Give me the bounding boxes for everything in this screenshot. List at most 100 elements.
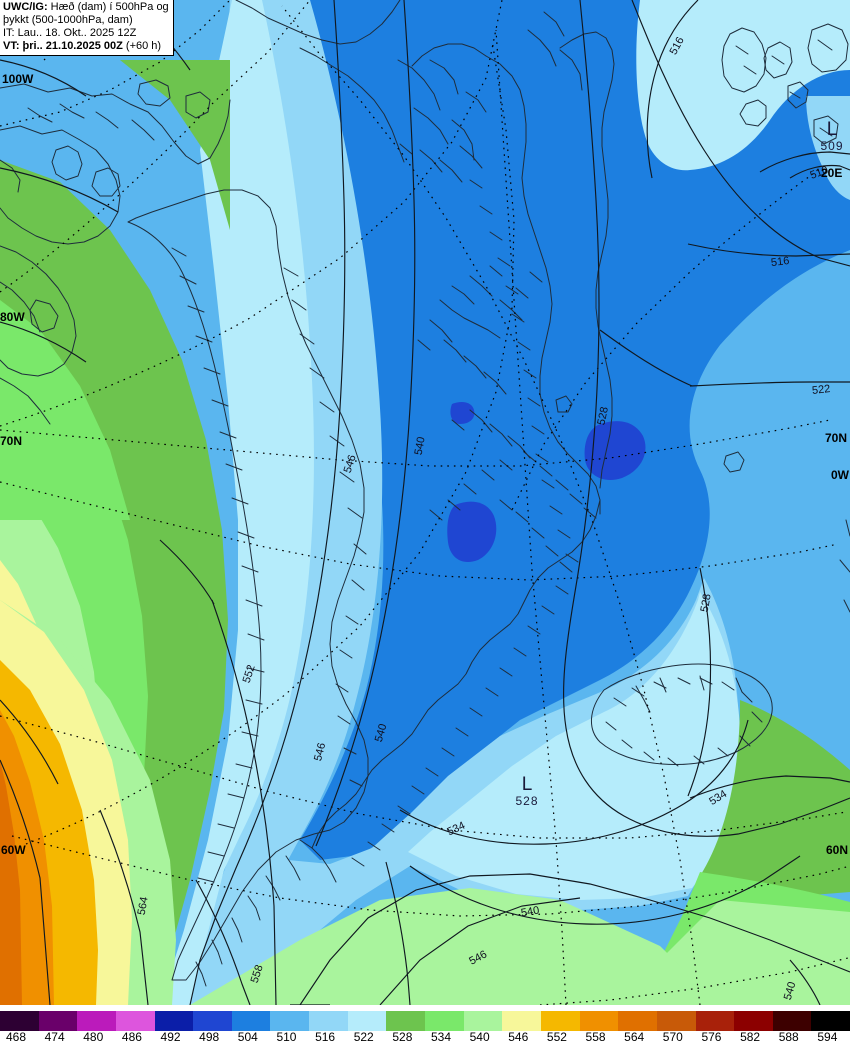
contour-528b	[687, 567, 712, 797]
header-model-label: UWC/IG:	[3, 1, 48, 13]
colorbar-tick-label: 594	[817, 1030, 838, 1041]
graticule-label: 80W	[0, 310, 25, 324]
contour-558	[195, 879, 251, 1005]
colorbar-tick-label: 570	[662, 1030, 683, 1041]
contour-558b	[385, 861, 411, 1005]
colorbar-swatch[interactable]	[193, 1011, 232, 1031]
contour-540-br	[789, 959, 821, 1005]
colorbar-swatch[interactable]	[347, 1011, 387, 1031]
header-line-4: VT: þri.. 21.10.2025 00Z (+60 h)	[3, 40, 169, 53]
graticule-label: 60N	[826, 843, 849, 857]
contour-516-east	[631, 0, 850, 267]
contour-522	[689, 381, 850, 387]
contour-510	[789, 164, 850, 179]
contour-516-east2	[687, 243, 850, 257]
fill-band-516-522-b	[408, 592, 741, 900]
colorbar-swatch[interactable]	[540, 1011, 580, 1031]
contour-value-label: 516	[770, 254, 791, 270]
colorbar-swatch[interactable]	[579, 1011, 619, 1031]
colorbar-swatch[interactable]	[270, 1011, 310, 1031]
colorbar-tick-label: 504	[237, 1030, 258, 1041]
fill-band-510-516-c	[806, 96, 850, 200]
header-line-2: þykkt (500-1000hPa, dam)	[3, 14, 133, 26]
colorbar-swatches[interactable]	[0, 1011, 850, 1031]
colorbar-swatch[interactable]	[811, 1011, 850, 1031]
contour-522b	[599, 329, 693, 387]
pressure-center-symbol: L	[521, 774, 533, 795]
colorbar-tick-label: 588	[778, 1030, 799, 1041]
header-it-label: IT:	[3, 27, 15, 39]
contour-534	[399, 719, 749, 845]
colorbar-swatch[interactable]	[154, 1011, 194, 1031]
colorbar-swatch[interactable]	[734, 1011, 773, 1031]
pressure-center-low: L 509	[816, 120, 848, 153]
colorbar-swatch[interactable]	[309, 1011, 348, 1031]
pressure-center-low: L 528	[511, 775, 543, 808]
graticule-label: 100W	[2, 72, 34, 86]
colorbar-swatch[interactable]	[425, 1011, 464, 1031]
contour-516-north	[646, 0, 699, 179]
colorbar-ticks: 468 474 480 486 492 498 504 510 516 522 528 534 540 5…	[0, 1030, 850, 1041]
graticule-label: 0W	[831, 468, 849, 482]
contour-546-south	[379, 897, 581, 1005]
fill-band-564-570	[0, 760, 22, 1005]
map-svg	[0, 0, 850, 1005]
colorbar-swatch[interactable]	[0, 1011, 39, 1031]
colorbar-swatch[interactable]	[386, 1011, 426, 1031]
contour-528	[563, 0, 850, 837]
colorbar-tick-label: 564	[624, 1030, 645, 1041]
pressure-center-symbol: L	[826, 119, 838, 140]
colorbar-tick-label: 510	[276, 1030, 297, 1041]
colorbar-tick-label: 540	[469, 1030, 490, 1041]
graticule-label: 60W	[1, 843, 26, 857]
header-it-value: Lau.. 18. Okt.. 2025 12Z	[14, 27, 137, 39]
contour-534b	[689, 775, 850, 799]
contour-546	[189, 0, 346, 1005]
colorbar-swatch[interactable]	[77, 1011, 116, 1031]
colorbar-swatch[interactable]	[463, 1011, 503, 1031]
fill-band-492-498-b	[447, 501, 497, 562]
graticule	[0, 0, 850, 1005]
colorbar-swatch[interactable]	[231, 1011, 271, 1031]
colorbar-swatch[interactable]	[656, 1011, 696, 1031]
colorbar-tick-label: 558	[585, 1030, 606, 1041]
colorbar-tick-label: 522	[353, 1030, 374, 1041]
pressure-center-value: 528	[515, 794, 539, 808]
colorbar-tick-label: 576	[701, 1030, 722, 1041]
colorbar-tick-label: 486	[121, 1030, 142, 1041]
fill-band-540-546	[0, 470, 850, 1005]
contour-510b	[759, 151, 850, 173]
colorbar-swatch[interactable]	[772, 1011, 812, 1031]
graticule-label: 20E	[821, 166, 843, 180]
contour-540-south	[299, 873, 850, 1005]
fill-band-516-522-c	[636, 0, 850, 171]
colorbar-tick-label: 534	[430, 1030, 452, 1041]
map-canvas[interactable]	[0, 0, 850, 1005]
colorbar-swatch[interactable]	[115, 1011, 155, 1031]
header-vt-value: þri.. 21.10.2025 00Z	[19, 40, 123, 52]
fill-band-534-540-west	[0, 300, 130, 520]
graticule-label: 70N	[0, 434, 23, 448]
contour-540b	[409, 855, 801, 925]
pressure-center-value: 509	[820, 139, 844, 153]
contour-540	[315, 0, 416, 847]
contour-lines	[0, 0, 850, 1005]
contour-564	[99, 809, 149, 1005]
fill-band-492-498-a	[584, 421, 646, 480]
colorbar-swatch[interactable]	[38, 1011, 78, 1031]
colorbar-tick-label: 552	[546, 1030, 567, 1041]
colorbar-swatch[interactable]	[502, 1011, 541, 1031]
header-line-1: UWC/IG: Hæð (dam) í 500hPa og	[3, 1, 169, 14]
colorbar-tick-label: 582	[740, 1030, 761, 1041]
colorbar-swatch[interactable]	[695, 1011, 735, 1031]
colorbar-tick-label: 528	[392, 1030, 413, 1041]
fill-band-516-522-a	[160, 0, 314, 1005]
colorbar-tick-label: 498	[199, 1030, 220, 1041]
colorbar-tick-label: 468	[5, 1030, 27, 1041]
header-vt-lead: (+60 h)	[122, 40, 162, 52]
colorbar-swatch[interactable]	[618, 1011, 657, 1031]
map-info-header: UWC/IG: Hæð (dam) í 500hPa og þykkt (500…	[0, 0, 174, 56]
colorbar: 468 474 480 486 492 498 504 510 516 522 528 534 540 5…	[0, 1005, 850, 1041]
fill-band-540-546-b	[190, 888, 720, 1005]
